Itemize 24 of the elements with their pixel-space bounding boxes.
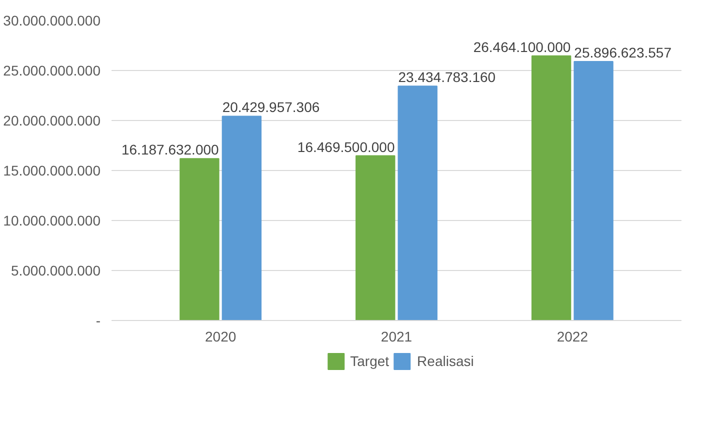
data-label: 16.187.632.000 xyxy=(122,142,220,158)
x-tick-label: 2020 xyxy=(205,328,236,344)
data-label: 26.464.100.000 xyxy=(473,38,571,55)
legend-label: Realisasi xyxy=(417,353,474,369)
bar xyxy=(574,61,614,320)
y-tick-label: 15.000.000.000 xyxy=(3,162,101,178)
x-tick-label: 2021 xyxy=(380,328,412,344)
legend-label: Target xyxy=(350,353,390,369)
y-tick-label: - xyxy=(96,312,101,328)
y-tick-label: 10.000.000.000 xyxy=(3,212,101,228)
x-tick-label: 2022 xyxy=(556,328,588,344)
bar xyxy=(531,55,572,320)
y-tick-label: 30.000.000.000 xyxy=(3,12,101,28)
bar xyxy=(222,116,262,320)
y-tick-label: 25.000.000.000 xyxy=(3,62,101,78)
y-tick-label: 5.000.000.000 xyxy=(10,262,101,278)
data-label: 20.429.957.306 xyxy=(222,99,320,116)
y-tick-label: 20.000.000.000 xyxy=(3,112,101,128)
data-label: 16.469.500.000 xyxy=(297,138,395,155)
bar xyxy=(356,155,396,320)
data-label: 23.434.783.160 xyxy=(398,69,496,86)
bar xyxy=(398,86,438,320)
data-label: 25.896.623.557 xyxy=(574,44,672,61)
bar xyxy=(180,158,220,320)
